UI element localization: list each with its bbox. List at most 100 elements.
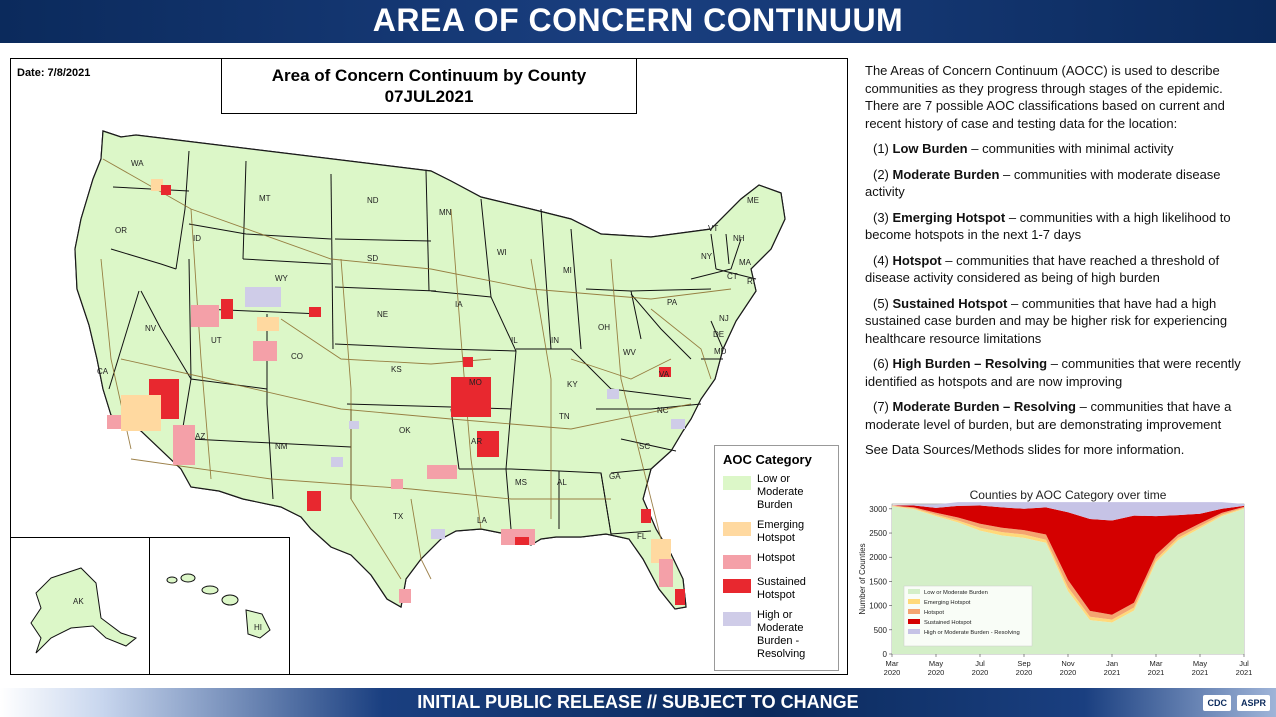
aoc-desc: – communities with moderate disease acti… [865, 166, 1221, 200]
state-label-de: DE [713, 330, 724, 339]
aoc-desc: – communities that have reached a thresh… [865, 252, 1220, 286]
map-legend: AOC Category Low or Moderate Burden Emer… [714, 445, 839, 671]
state-label-mo: MO [469, 378, 482, 387]
aoc-desc: – communities that have a moderate level… [865, 399, 1232, 432]
aoc-chart-svg: Counties by AOC Category over time 0 500 10… [858, 488, 1252, 677]
x-tick-label-year: 2020 [1060, 668, 1077, 677]
state-label-va: VA [659, 370, 670, 379]
legend-item-emerging: Emerging Hotspot [723, 519, 830, 545]
state-label-la: LA [477, 516, 487, 525]
x-tick-label-month: Mar [886, 659, 899, 668]
aoc-item-5: (5) Sustained Hotspot – communities that… [865, 295, 1260, 348]
chart-legend-swatch [908, 599, 920, 604]
header-banner: AREA OF CONCERN CONTINUUM [0, 0, 1276, 43]
x-tick-label-month: Sep [1017, 659, 1030, 668]
state-label-nj: NJ [719, 314, 729, 323]
state-label-tn: TN [559, 412, 570, 421]
aoc-item-3: (3) Emerging Hotspot – communities with … [865, 209, 1260, 244]
chart-legend-label: High or Moderate Burden - Resolving [924, 630, 1020, 636]
state-label-mi: MI [563, 266, 572, 275]
x-tick-label-year: 2021 [1192, 668, 1209, 677]
chart-legend-box [903, 585, 1033, 647]
legend-label-low: Low or Moderate Burden [757, 473, 804, 511]
legend-swatch-low [723, 476, 751, 490]
contiguous-us [74, 130, 786, 610]
chart-area-high-or-moderate-burden-resolving [892, 502, 1244, 521]
state-label-ma: MA [739, 258, 752, 267]
state-label-al: AL [557, 478, 567, 487]
state-label-id: ID [193, 234, 201, 243]
x-tick-label-year: 2020 [1016, 668, 1033, 677]
aoc-term: Sustained Hotspot [892, 295, 1008, 311]
y-axis-label: Number of Counties [858, 543, 867, 614]
state-label-ri: RI [747, 277, 755, 286]
state-label-co: CO [291, 352, 303, 361]
legend-title: AOC Category [723, 452, 812, 467]
x-tick-label-year: 2021 [1104, 668, 1121, 677]
description-footnote: See Data Sources/Methods slides for more… [865, 442, 1185, 457]
aoc-item-7: (7) Moderate Burden – Resolving – commun… [865, 398, 1260, 433]
state-label-ms: MS [515, 478, 527, 487]
hawaii-map: HI [166, 573, 271, 639]
x-tick-label-year: 2020 [972, 668, 989, 677]
aoc-num: (3) [873, 209, 889, 225]
aoc-num: (2) [873, 166, 889, 182]
state-label-mn: MN [439, 208, 452, 217]
legend-swatch-resolving [723, 612, 751, 626]
aoc-num: (5) [873, 295, 889, 311]
state-label-ky: KY [567, 380, 578, 389]
alaska-inset: AK [11, 537, 150, 674]
aoc-item-2: (2) Moderate Burden – communities with m… [865, 166, 1260, 201]
y-tick-label: 1000 [869, 602, 887, 611]
state-label-ok: OK [399, 426, 411, 435]
aoc-timeseries-chart: Counties by AOC Category over time 0 500 10… [856, 486, 1266, 686]
state-label-nc: NC [657, 406, 669, 415]
chart-title: Counties by AOC Category over time [970, 488, 1167, 502]
aoc-term: Moderate Burden – Resolving [892, 399, 1076, 414]
state-label-il: IL [511, 336, 518, 345]
x-tick-label-month: Mar [1150, 659, 1163, 668]
state-label-hi: HI [254, 623, 262, 632]
state-label-az: AZ [195, 432, 205, 441]
map-title-box: Area of Concern Continuum by County 07JU… [221, 59, 637, 114]
aoc-desc: – communities that have had a high susta… [865, 295, 1228, 346]
map-title: Area of Concern Continuum by County [271, 66, 587, 85]
state-label-in: IN [551, 336, 559, 345]
y-tick-label: 2500 [869, 529, 887, 538]
state-labels: WA OR CA NV ID MT WY UT AZ CO NM ND SD N… [97, 159, 759, 541]
state-label-nd: ND [367, 196, 379, 205]
aoc-num: (6) [873, 356, 889, 371]
chart-legend-swatch [908, 619, 920, 624]
state-label-sc: SC [639, 442, 650, 451]
alaska-map: AK [30, 567, 138, 654]
legend-item-resolving: High or Moderate Burden - Resolving [723, 609, 830, 661]
cdc-logo: CDC [1203, 694, 1231, 711]
state-label-ne: NE [377, 310, 388, 319]
legend-swatch-hotspot [723, 555, 751, 569]
aoc-item-6: (6) High Burden – Resolving – communitie… [865, 355, 1260, 390]
aoc-term: Emerging Hotspot [892, 209, 1006, 225]
state-label-nm: NM [275, 442, 288, 451]
state-label-mt: MT [259, 194, 271, 203]
state-label-ia: IA [455, 300, 463, 309]
aoc-num: (1) [873, 141, 889, 156]
state-label-wy: WY [275, 274, 289, 283]
map-panel: Date: 7/8/2021 Area of Concern Continuum… [10, 58, 848, 675]
legend-item-sustained: Sustained Hotspot [723, 576, 830, 602]
chart-legend-label: Emerging Hotspot [924, 600, 971, 606]
county-highlights [107, 179, 685, 605]
x-tick-label-month: May [1193, 659, 1207, 668]
legend-item-low: Low or Moderate Burden [723, 473, 830, 512]
chart-legend-label: Low or Moderate Burden [924, 590, 988, 596]
state-label-tx: TX [393, 512, 404, 521]
state-label-ga: GA [609, 472, 621, 481]
legend-label-sustained: Sustained Hotspot [757, 576, 806, 601]
state-label-oh: OH [598, 323, 610, 332]
y-tick-label: 1500 [869, 577, 887, 586]
hawaii-inset: HI [150, 537, 290, 674]
x-tick-label-month: Nov [1061, 659, 1075, 668]
state-label-sd: SD [367, 254, 378, 263]
state-label-ak: AK [73, 597, 84, 606]
chart-legend-label: Sustained Hotspot [924, 620, 972, 626]
legend-item-hotspot: Hotspot [723, 552, 830, 569]
